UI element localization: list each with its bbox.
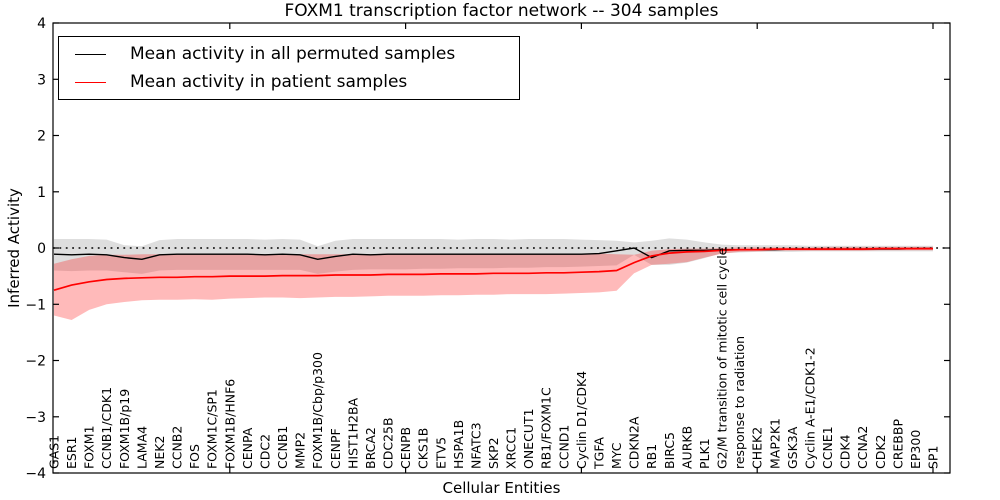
x-category-label: FOXM1B/HNF6 [222,379,237,469]
x-category-label: CHEK2 [750,427,765,469]
x-category-label: CDC2 [258,434,273,469]
x-category-label: TGFA [592,437,607,470]
x-category-label: response to radiation [732,336,747,469]
x-category-label: EP300 [908,430,923,469]
y-tick-label: 3 [37,72,46,88]
x-category-label: CDK4 [838,434,853,469]
x-category-label: CCND1 [556,425,571,469]
x-category-label: MYC [609,442,624,469]
patient-line-swatch [75,81,106,83]
x-category-label: CDK2 [873,434,888,469]
x-category-label: FOXM1C/SP1 [205,389,220,469]
x-category-label: CENPF [328,428,343,469]
chart-title: FOXM1 transcription factor network -- 30… [284,1,719,21]
legend-entry-patient: Mean activity in patient samples [75,71,519,94]
x-category-label: Cyclin A-E1/CDK1-2 [802,347,817,469]
x-category-label: GAS1 [47,435,62,469]
x-category-label: CENPB [398,427,413,469]
x-category-label: CREBBP [890,419,905,469]
x-category-label: CCNB1 [275,426,290,469]
legend-label: Mean activity in patient samples [130,71,408,92]
y-tick-label: −2 [25,354,46,370]
x-category-label: HIST1H2BA [345,397,360,469]
x-category-label: CDKN2A [627,416,642,469]
x-category-label: Cyclin D1/CDK4 [574,371,589,469]
y-axis-label: Inferred Activity [5,188,23,308]
x-category-label: LAMA4 [134,426,149,469]
x-category-label: CCNB1/CDK1 [99,387,114,469]
x-axis-label: Cellular Entities [442,479,561,497]
x-category-label: ESR1 [64,437,79,469]
x-category-label: HSPA1B [451,420,466,469]
patient-mean-line [53,247,933,292]
legend: Mean activity in all permuted samples Me… [58,36,520,100]
x-category-label: FOS [187,444,202,469]
x-category-label: XRCC1 [504,427,519,469]
legend-entry-permuted: Mean activity in all permuted samples [75,43,519,66]
x-category-label: CCNB2 [170,426,185,469]
legend-label: Mean activity in all permuted samples [130,43,456,64]
x-category-label: G2/M transition of mitotic cell cycle [715,247,730,469]
x-category-label: MAP2K1 [767,418,782,469]
x-category-label: ETV5 [433,437,448,469]
x-category-label: SP1 [926,446,941,469]
x-category-label: BIRC5 [662,432,677,469]
x-category-label: AURKB [679,426,694,469]
x-category-label: CCNE1 [820,426,835,469]
x-category-label: GSK3A [785,426,800,469]
patient-band [54,246,933,320]
permuted-band [54,238,933,274]
x-category-label: CENPA [240,427,255,469]
y-tick-label: 0 [37,241,46,257]
x-category-label: FOXM1B/p19 [117,389,132,469]
x-category-label: FOXM1B/Cbp/p300 [310,352,325,469]
y-tick-label: 1 [37,185,46,201]
x-category-label: PLK1 [697,438,712,469]
x-category-label: MMP2 [293,432,308,469]
x-category-label: SKP2 [486,437,501,469]
y-tick-label: 2 [37,129,46,145]
x-category-label: BRCA2 [363,427,378,469]
x-category-label: CDC25B [381,417,396,469]
x-category-label: NFATC3 [468,422,483,469]
x-category-label: FOXM1 [82,425,97,469]
permuted-line-swatch [75,53,106,55]
y-tick-label: −3 [25,410,46,426]
x-category-label: CKS1B [416,428,431,469]
x-category-label: NEK2 [152,436,167,469]
y-tick-label: −1 [25,297,46,313]
y-tick-label: −4 [25,466,46,482]
x-category-label: ONECUT1 [521,408,536,469]
x-category-label: CCNA2 [855,426,870,469]
x-category-label: RB1/FOXM1C [539,387,554,469]
y-tick-label: 4 [37,16,46,32]
x-category-label: RB1 [644,444,659,469]
